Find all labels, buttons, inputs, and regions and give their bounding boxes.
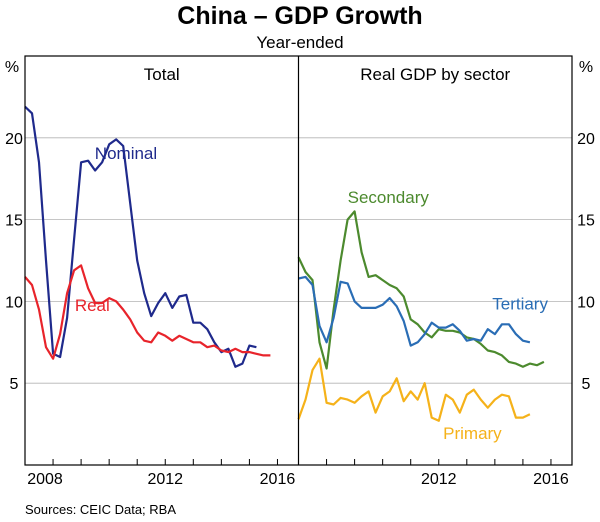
y-unit-left: % xyxy=(5,59,19,76)
y-unit-right: % xyxy=(579,59,593,76)
series-line-tertiary xyxy=(298,275,531,347)
series-label-primary: Primary xyxy=(443,424,502,443)
series-line-secondary xyxy=(297,210,545,370)
x-tick-label-2012: 2012 xyxy=(147,471,183,488)
series-label-secondary: Secondary xyxy=(348,188,430,207)
series-label-real: Real xyxy=(75,296,110,315)
y-tick-left-5: 5 xyxy=(10,376,19,393)
source-note: Sources: CEIC Data; RBA xyxy=(25,502,176,517)
x-tick-label-2016: 2016 xyxy=(260,471,296,488)
x-tick-label-2016: 2016 xyxy=(533,471,569,488)
panel-title-2: Real GDP by sector xyxy=(360,65,510,84)
chart-subtitle: Year-ended xyxy=(256,33,343,52)
panel-title-1: Total xyxy=(144,65,180,84)
plot-area xyxy=(24,105,572,422)
series-label-nominal: Nominal xyxy=(95,144,157,163)
y-tick-right-20: 20 xyxy=(577,131,595,148)
x-tick-label-2008: 2008 xyxy=(27,471,63,488)
y-tick-right-15: 15 xyxy=(577,213,595,230)
series-line-real xyxy=(24,264,271,360)
series-label-tertiary: Tertiary xyxy=(492,295,548,314)
y-tick-right-10: 10 xyxy=(577,294,595,311)
series-line-primary xyxy=(297,357,531,422)
x-tick-label-2012: 2012 xyxy=(421,471,457,488)
y-tick-left-10: 10 xyxy=(5,294,23,311)
y-tick-right-5: 5 xyxy=(582,376,591,393)
y-tick-left-20: 20 xyxy=(5,131,23,148)
chart-title: China – GDP Growth xyxy=(177,2,422,30)
y-tick-left-15: 15 xyxy=(5,213,23,230)
